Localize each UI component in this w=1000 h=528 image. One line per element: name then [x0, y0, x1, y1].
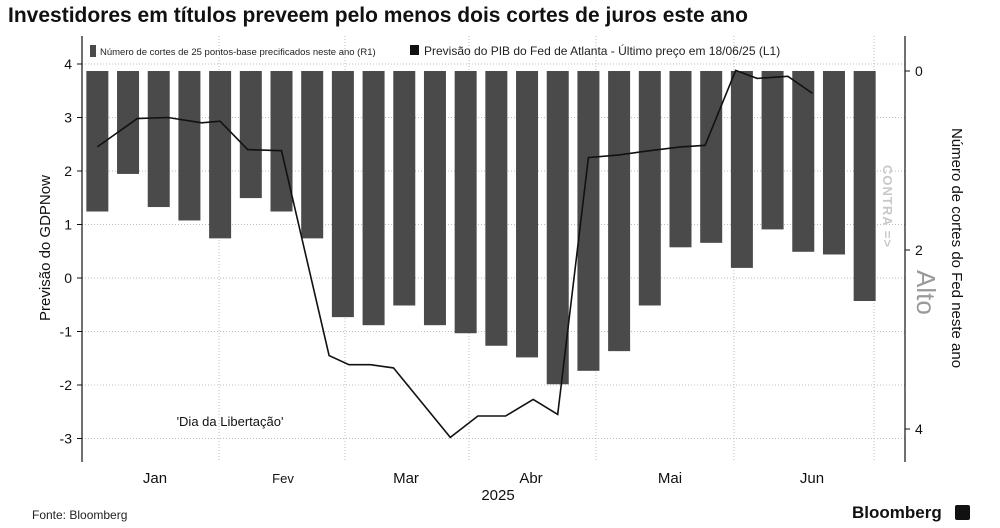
bloomberg-icon	[955, 505, 970, 520]
month-label: Fev	[272, 471, 294, 486]
watermark-brand: Alto	[911, 270, 941, 315]
bar	[209, 71, 232, 239]
legend-swatch-bars	[90, 45, 96, 57]
legend-label-line: Previsão do PIB do Fed de Atlanta - Últi…	[424, 43, 780, 58]
bar	[792, 71, 815, 252]
left-axis-label: Previsão do GDPNow	[37, 175, 54, 321]
left-tick-label: 2	[64, 163, 72, 179]
legend-swatch-line	[410, 45, 419, 55]
right-tick-label: 0	[915, 63, 923, 79]
bar	[669, 71, 692, 248]
left-tick-label: -3	[60, 431, 73, 447]
bloomberg-logo: Bloomberg	[852, 503, 942, 522]
right-axis-ticks: 0 2 4	[905, 63, 923, 437]
month-label: Mai	[658, 470, 682, 487]
x-axis-year: 2025	[481, 487, 514, 504]
bar	[700, 71, 723, 243]
bar	[423, 71, 446, 326]
left-tick-label: -1	[60, 324, 73, 340]
right-tick-label: 4	[915, 421, 923, 437]
bar	[86, 71, 109, 212]
bar	[239, 71, 262, 199]
bar	[761, 71, 784, 230]
source-note: Fonte: Bloomberg	[32, 508, 128, 522]
bar	[608, 71, 631, 352]
left-tick-label: 1	[64, 217, 72, 233]
left-axis-ticks: 4 3 2 1 0 -1 -2 -3	[60, 56, 82, 447]
bar	[485, 71, 508, 346]
bar	[178, 71, 201, 221]
x-axis-months: Jan Fev Mar Abr Mai Jun	[143, 470, 824, 487]
bar	[117, 71, 140, 174]
legend-label-bars: Número de cortes de 25 pontos-base preci…	[100, 47, 376, 58]
left-tick-label: 4	[64, 56, 72, 72]
bar-series	[86, 71, 876, 385]
watermark: CONTRA => Alto	[880, 165, 955, 335]
bar	[577, 71, 600, 371]
right-axis-label: Número de cortes do Fed neste ano	[948, 128, 965, 368]
left-tick-label: -2	[60, 377, 73, 393]
chart-title: Investidores em títulos preveem pelo men…	[8, 4, 748, 27]
month-label: Mar	[393, 470, 419, 487]
bar	[362, 71, 385, 326]
left-tick-label: 3	[64, 110, 72, 126]
month-label: Jan	[143, 470, 167, 487]
bar	[270, 71, 293, 212]
bar	[546, 71, 569, 385]
bar	[301, 71, 324, 239]
bar	[147, 71, 170, 208]
left-tick-label: 0	[64, 270, 72, 286]
annotation-liberation-day: 'Dia da Libertação'	[177, 414, 284, 429]
bar	[393, 71, 416, 306]
bar	[853, 71, 876, 302]
bar	[516, 71, 539, 358]
watermark-text: CONTRA =>	[880, 165, 895, 248]
bar	[822, 71, 845, 255]
bar	[454, 71, 477, 334]
month-label: Abr	[519, 470, 542, 487]
gdpnow-line	[96, 69, 813, 439]
bar	[730, 71, 753, 268]
axes	[81, 36, 906, 462]
bar	[331, 71, 354, 318]
legend: Número de cortes de 25 pontos-base preci…	[90, 43, 780, 58]
month-label: Jun	[800, 470, 824, 487]
bar	[638, 71, 661, 306]
right-tick-label: 2	[915, 242, 923, 258]
